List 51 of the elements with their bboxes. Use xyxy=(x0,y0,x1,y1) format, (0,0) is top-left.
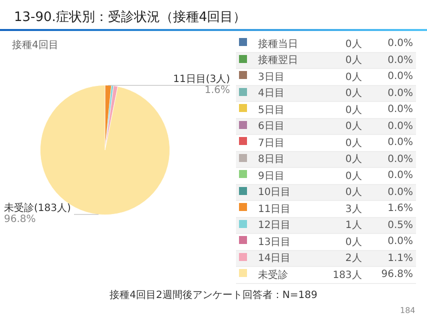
data-label: 3人 xyxy=(317,200,365,217)
text: 0.0% xyxy=(388,170,413,182)
legend-label: 接種翌日 xyxy=(254,52,318,68)
text: 0.0% xyxy=(388,120,413,132)
text: 0.0% xyxy=(388,88,413,99)
chart-subtitle: 接種4回目 xyxy=(12,38,58,52)
text: 0人 xyxy=(345,72,362,83)
text: 0.0% xyxy=(388,104,413,116)
text: 0人 xyxy=(345,138,362,149)
data-label: 2人 xyxy=(317,250,365,266)
text: 0.0% xyxy=(388,38,413,50)
text: 0.0% xyxy=(388,236,413,248)
text: 11日目(3人) 1.6% xyxy=(173,74,230,96)
legend-label: 9日目 xyxy=(254,168,318,184)
text: 0人 xyxy=(345,121,362,132)
text: 0.5% xyxy=(388,220,413,231)
text: 0人 xyxy=(345,170,362,182)
legend-label: 12日目 xyxy=(254,217,318,234)
legend-label: 3日目 xyxy=(254,68,318,85)
text: 0人 xyxy=(345,55,362,66)
legend-label: 4日目 xyxy=(254,85,318,102)
text: 1.6% xyxy=(388,203,413,214)
legend-label: 6日目 xyxy=(254,118,318,134)
text: 0人 xyxy=(345,236,362,248)
text: 0.0% xyxy=(388,137,413,148)
text: 0人 xyxy=(345,187,362,198)
text: 0.0% xyxy=(388,154,413,165)
legend-label: 未受診 xyxy=(254,266,318,283)
legend-label: 接種当日 xyxy=(254,36,318,52)
legend-label: 10日目 xyxy=(254,184,318,200)
text: 0人 xyxy=(345,38,362,50)
legend-label: 7日目 xyxy=(254,134,318,151)
text: 0人 xyxy=(345,104,362,116)
legend-label: 8日目 xyxy=(254,151,318,168)
text: 0人 xyxy=(345,88,362,100)
data-label: 183人 xyxy=(317,266,365,283)
legend-label: 13日目 xyxy=(254,234,318,250)
legend-label: 14日目 xyxy=(254,250,318,266)
text: 1.1% xyxy=(388,252,413,264)
text: 0人 xyxy=(345,154,362,166)
text: 96.8% xyxy=(381,269,413,280)
text: 接種4回目2週間後アンケート回答者：N=189 xyxy=(108,288,318,302)
text: 未受診(183人) 96.8% xyxy=(4,203,71,226)
text: 0.0% xyxy=(388,54,413,66)
text: 0.0% xyxy=(388,71,413,82)
chart-title: 13-90.症状別：受診状況（接種4回目） xyxy=(14,9,246,26)
text: 184 xyxy=(400,306,416,315)
text: 0.0% xyxy=(388,186,413,198)
legend-label: 5日目 xyxy=(254,102,318,118)
data-label: 1人 xyxy=(317,217,365,234)
legend-label: 11日目 xyxy=(254,200,318,217)
